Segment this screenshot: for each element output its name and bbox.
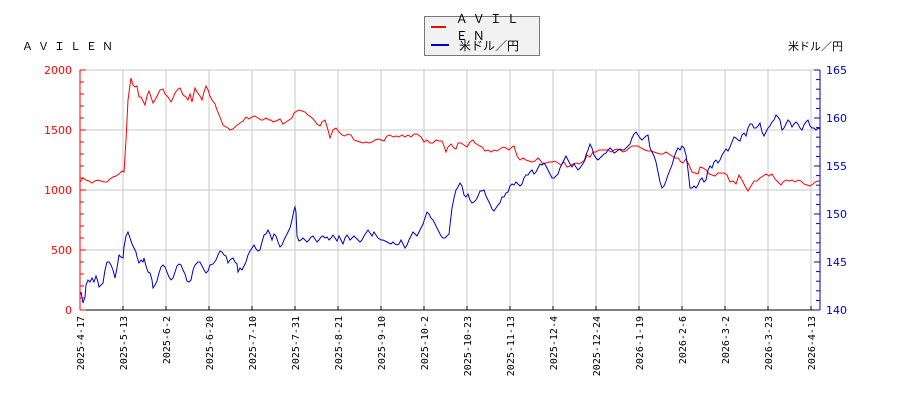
svg-text:2025-12-4: 2025-12-4	[549, 316, 560, 370]
svg-text:145: 145	[826, 256, 847, 269]
svg-text:2025-7-10: 2025-7-10	[248, 316, 259, 370]
svg-text:2025-10-2: 2025-10-2	[420, 316, 431, 370]
svg-text:1500: 1500	[44, 124, 72, 137]
svg-text:2026-3-23: 2026-3-23	[764, 316, 775, 370]
series-usdjpy-line	[79, 114, 821, 304]
svg-text:2025-11-13: 2025-11-13	[506, 316, 517, 376]
legend-swatch-blue	[431, 44, 449, 46]
legend-label: 米ドル／円	[459, 38, 520, 53]
svg-text:2025-9-10: 2025-9-10	[377, 316, 388, 370]
left-axis-title: ＡＶＩＬＥＮ	[22, 40, 118, 53]
svg-text:2025-4-17: 2025-4-17	[76, 316, 87, 370]
svg-text:1000: 1000	[44, 184, 72, 197]
svg-text:150: 150	[826, 208, 847, 221]
legend: ＡＶＩＬＥＮ 米ドル／円	[424, 12, 540, 56]
svg-text:165: 165	[826, 64, 847, 77]
svg-text:160: 160	[826, 112, 847, 125]
svg-text:2026-2-6: 2026-2-6	[678, 316, 689, 364]
axes	[79, 69, 821, 311]
series-avilen-line	[79, 77, 820, 192]
svg-text:2025-6-20: 2025-6-20	[205, 316, 216, 370]
legend-item-usdjpy: 米ドル／円	[431, 37, 519, 53]
legend-swatch-red	[431, 26, 446, 28]
svg-text:2025-10-23: 2025-10-23	[463, 316, 474, 376]
legend-item-avilen: ＡＶＩＬＥＮ	[431, 12, 539, 43]
svg-text:2025-6-2: 2025-6-2	[162, 316, 173, 364]
right-axis-title: 米ドル／円	[788, 40, 843, 53]
svg-text:2026-4-13: 2026-4-13	[807, 316, 818, 370]
svg-text:2025-7-31: 2025-7-31	[291, 316, 302, 370]
legend-label: ＡＶＩＬＥＮ	[455, 12, 524, 43]
svg-text:2000: 2000	[44, 64, 72, 77]
svg-text:2026-1-19: 2026-1-19	[635, 316, 646, 370]
svg-text:500: 500	[51, 244, 72, 257]
svg-text:2025-8-21: 2025-8-21	[334, 316, 345, 370]
grid-lines	[79, 69, 820, 311]
svg-text:155: 155	[826, 160, 847, 173]
svg-text:140: 140	[826, 304, 847, 317]
svg-text:2026-3-2: 2026-3-2	[721, 316, 732, 364]
svg-text:0: 0	[65, 304, 72, 317]
svg-text:2025-12-24: 2025-12-24	[592, 316, 603, 376]
tick-labels: 0 500 1000 1500 2000 2025-4-17 2025-5-13 2025-6…	[44, 64, 847, 376]
svg-text:2025-5-13: 2025-5-13	[119, 316, 130, 370]
